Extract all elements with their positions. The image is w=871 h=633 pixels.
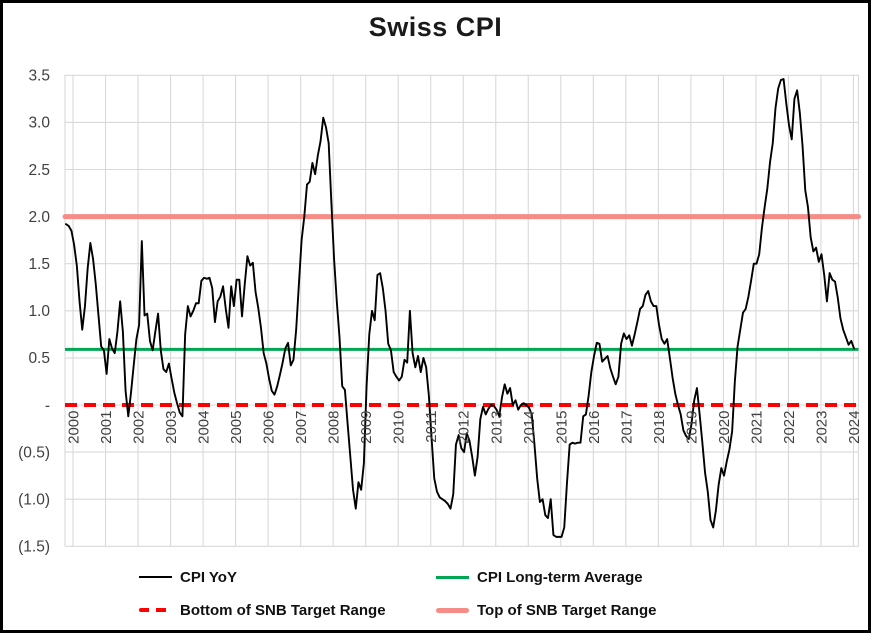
x-tick-label: 2023 [813,411,830,444]
x-tick-label: 2005 [228,411,245,444]
x-tick-label: 2020 [716,411,733,444]
x-tick-label: 2016 [586,411,603,444]
x-tick-label: 2019 [683,411,700,444]
x-tick-label: 2017 [618,411,635,444]
x-tick-label: 2012 [456,411,473,444]
x-tick-label: 2010 [391,411,408,444]
x-tick-label: 2008 [326,411,343,444]
x-tick-label: 2021 [748,411,765,444]
x-tick-label: 2009 [358,411,375,444]
y-tick-label: 3.0 [28,115,50,132]
y-axis-labels: 3.5 3.0 2.5 2.0 1.5 1.0 0.5 - (0.5) (1.0) (1.5) [18,68,50,556]
y-tick-label: (0.5) [18,444,50,461]
y-tick-label: (1.5) [18,539,50,556]
x-tick-label: 2003 [163,411,180,444]
y-tick-label: (1.0) [18,492,50,509]
y-tick-label: 1.0 [28,303,50,320]
x-tick-label: 2002 [131,411,148,444]
x-axis-labels: 2000 2001 2002 2003 2004 2005 2006 2007 2008 2009… [66,411,863,444]
chart-title: Swiss CPI [368,12,503,42]
x-tick-label: 2024 [846,411,863,444]
x-tick-label: 2013 [488,411,505,444]
swiss-cpi-chart: 3.5 3.0 2.5 2.0 1.5 1.0 0.5 - (0.5) (1.0) (1.5) 200… [18,68,863,556]
y-tick-label: 2.0 [28,209,50,226]
x-tick-label: 2000 [66,411,83,444]
x-tick-label: 2022 [781,411,798,444]
cpi-yoy-series-line [65,78,855,538]
gridlines [64,74,860,547]
x-tick-label: 2018 [651,411,668,444]
y-tick-label: - [45,397,50,414]
x-tick-label: 2014 [521,411,538,444]
x-tick-label: 2015 [553,411,570,444]
reference-lines [62,214,861,407]
x-tick-label: 2004 [196,411,213,444]
x-tick-label: 2001 [98,411,115,444]
y-tick-label: 2.5 [28,162,50,179]
y-tick-label: 1.5 [28,256,50,273]
x-tick-label: 2011 [423,411,440,443]
y-tick-label: 3.5 [28,68,50,85]
x-tick-label: 2006 [261,411,278,444]
y-tick-label: 0.5 [28,350,50,367]
x-tick-label: 2007 [293,411,310,444]
